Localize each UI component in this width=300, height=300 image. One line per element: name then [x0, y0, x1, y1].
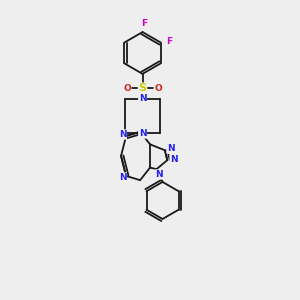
Text: S: S — [139, 83, 146, 93]
Text: O: O — [123, 84, 131, 93]
Text: F: F — [167, 37, 173, 46]
Text: O: O — [154, 84, 162, 93]
Text: N: N — [155, 170, 163, 179]
Text: F: F — [141, 19, 147, 28]
Text: N: N — [170, 155, 178, 164]
Text: N: N — [167, 144, 175, 153]
Text: N: N — [119, 173, 126, 182]
Text: N: N — [139, 94, 146, 103]
Text: N: N — [119, 130, 126, 139]
Text: N: N — [139, 129, 146, 138]
